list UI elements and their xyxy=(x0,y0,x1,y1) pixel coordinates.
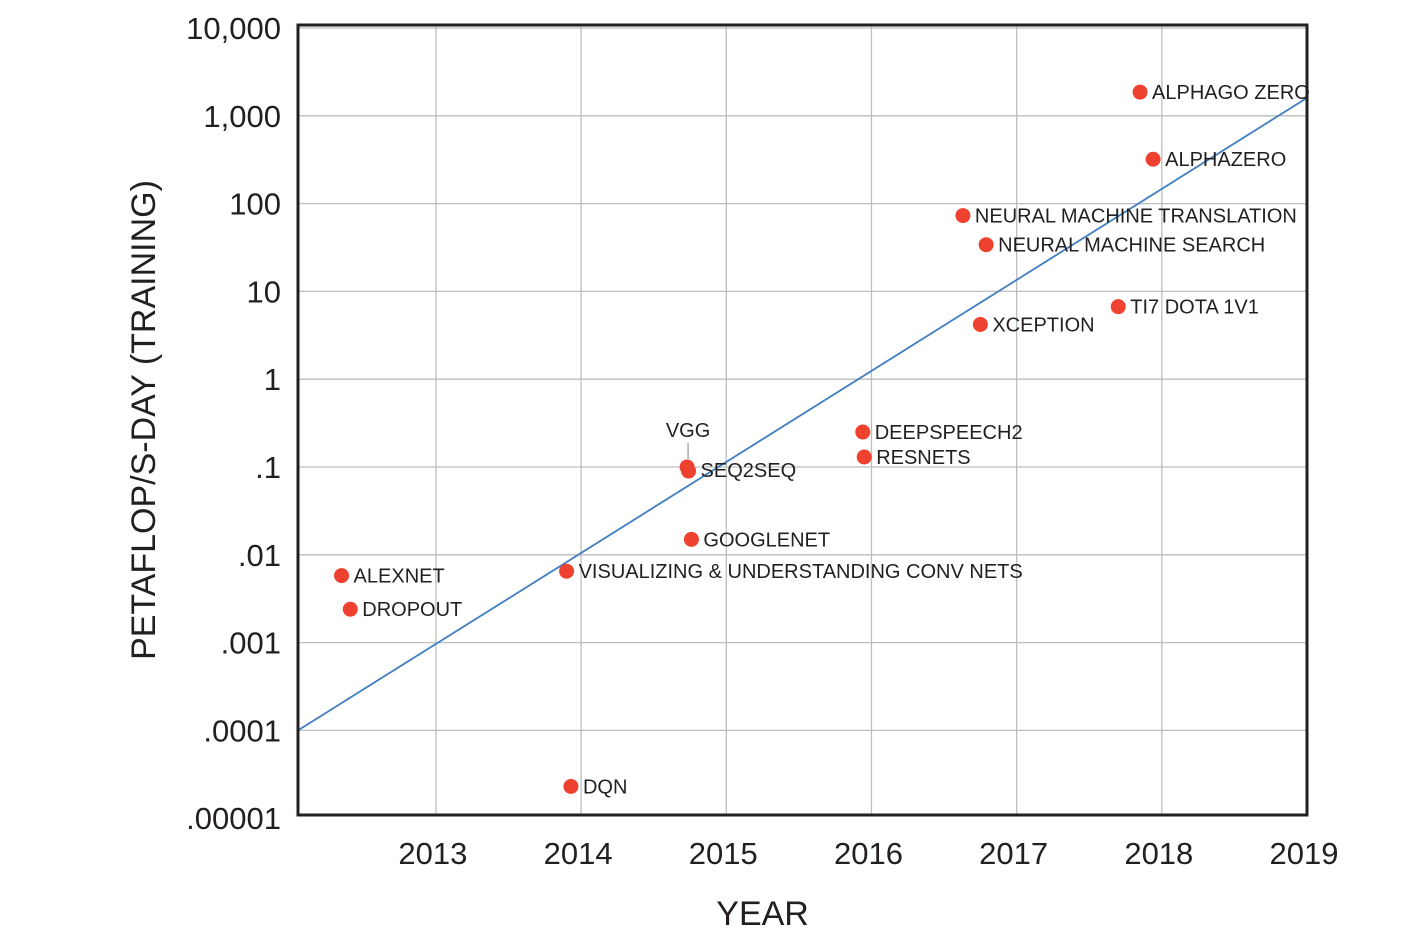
y-tick-label: 1 xyxy=(264,362,281,397)
point-label: XCEPTION xyxy=(992,314,1094,336)
data-point xyxy=(1145,151,1161,167)
y-tick-label: 1,000 xyxy=(203,99,281,134)
data-point xyxy=(855,424,871,440)
trend-line-group xyxy=(297,97,1308,732)
y-tick-label: 10,000 xyxy=(186,11,281,46)
point-label: SEQ2SEQ xyxy=(701,460,797,482)
data-point xyxy=(1110,299,1126,315)
y-tick-label: .001 xyxy=(221,626,281,661)
point-labels: ALEXNET DROPOUT DQN VISUALIZING & UNDERSTAN… xyxy=(354,82,1310,798)
data-point xyxy=(972,316,988,332)
x-tick-label: 2013 xyxy=(398,836,467,871)
plot-frame xyxy=(296,23,1309,817)
data-point xyxy=(681,463,697,479)
data-point xyxy=(334,568,350,584)
x-tick-label: 2017 xyxy=(979,836,1048,871)
data-point xyxy=(342,601,358,617)
trend-line xyxy=(297,97,1308,732)
data-point xyxy=(978,237,994,253)
data-point xyxy=(563,778,579,794)
data-point xyxy=(559,563,575,579)
data-point xyxy=(856,449,872,465)
point-label: VGG xyxy=(666,420,710,442)
y-tick-label: .00001 xyxy=(186,801,281,836)
point-label: TI7 DOTA 1V1 xyxy=(1130,297,1259,319)
data-point xyxy=(683,531,699,547)
y-tick-label: 100 xyxy=(229,187,281,222)
point-label: NEURAL MACHINE TRANSLATION xyxy=(975,206,1297,228)
x-axis-title: YEAR xyxy=(716,895,809,933)
y-tick-label: .0001 xyxy=(203,713,281,748)
point-label: RESNETS xyxy=(876,447,970,469)
y-tick-label: .1 xyxy=(255,450,281,485)
y-axis-title: PETAFLOP/S-DAY (TRAINING) xyxy=(125,180,163,660)
point-label: VISUALIZING & UNDERSTANDING CONV NETS xyxy=(579,561,1023,583)
point-label: ALEXNET xyxy=(354,566,445,588)
data-point xyxy=(1132,84,1148,100)
y-tick-label: 10 xyxy=(247,274,281,309)
data-point xyxy=(955,208,971,224)
point-label: DEEPSPEECH2 xyxy=(875,422,1023,444)
y-tick-label: .01 xyxy=(238,538,281,573)
grid-lines xyxy=(298,25,1307,815)
x-tick-labels: 2013 2014 2015 2016 2017 2018 2019 xyxy=(398,836,1338,871)
x-tick-label: 2015 xyxy=(689,836,758,871)
point-label: GOOGLENET xyxy=(703,529,830,551)
point-label: DQN xyxy=(583,776,627,798)
point-label: ALPHAZERO xyxy=(1165,149,1286,171)
x-tick-label: 2014 xyxy=(544,836,613,871)
x-tick-label: 2016 xyxy=(834,836,903,871)
y-tick-labels: .00001 .0001 .001 .01 .1 1 10 100 1,000 10,000 xyxy=(186,11,281,836)
x-tick-label: 2018 xyxy=(1124,836,1193,871)
point-label: NEURAL MACHINE SEARCH xyxy=(998,235,1265,257)
point-label: DROPOUT xyxy=(362,599,462,621)
point-label: ALPHAGO ZERO xyxy=(1152,82,1310,104)
data-points xyxy=(334,84,1161,794)
x-tick-label: 2019 xyxy=(1270,836,1339,871)
